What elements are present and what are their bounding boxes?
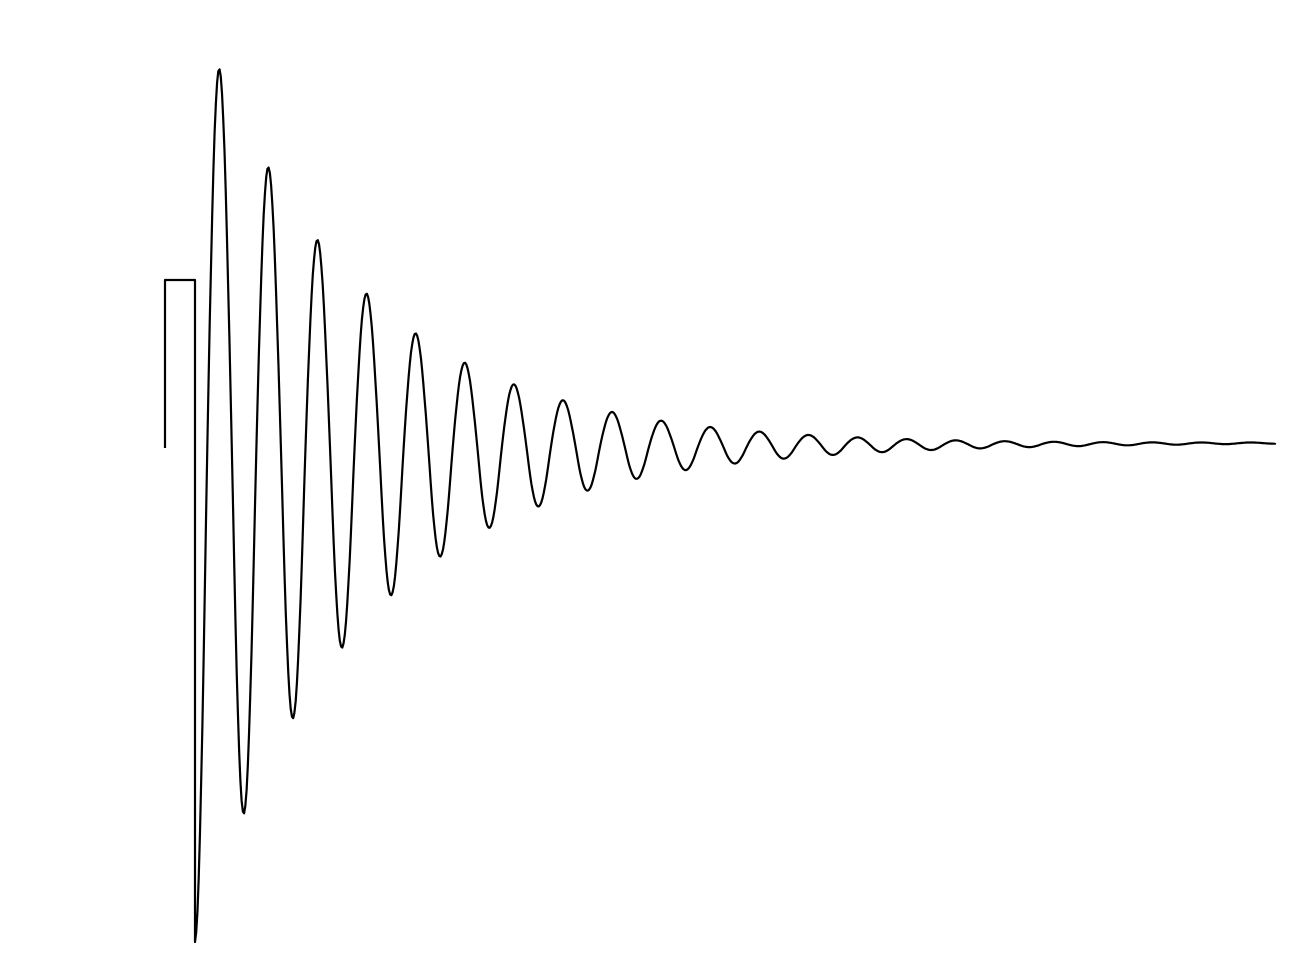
- waveform-trace: [165, 69, 1275, 942]
- waveform-chart: [0, 0, 1290, 968]
